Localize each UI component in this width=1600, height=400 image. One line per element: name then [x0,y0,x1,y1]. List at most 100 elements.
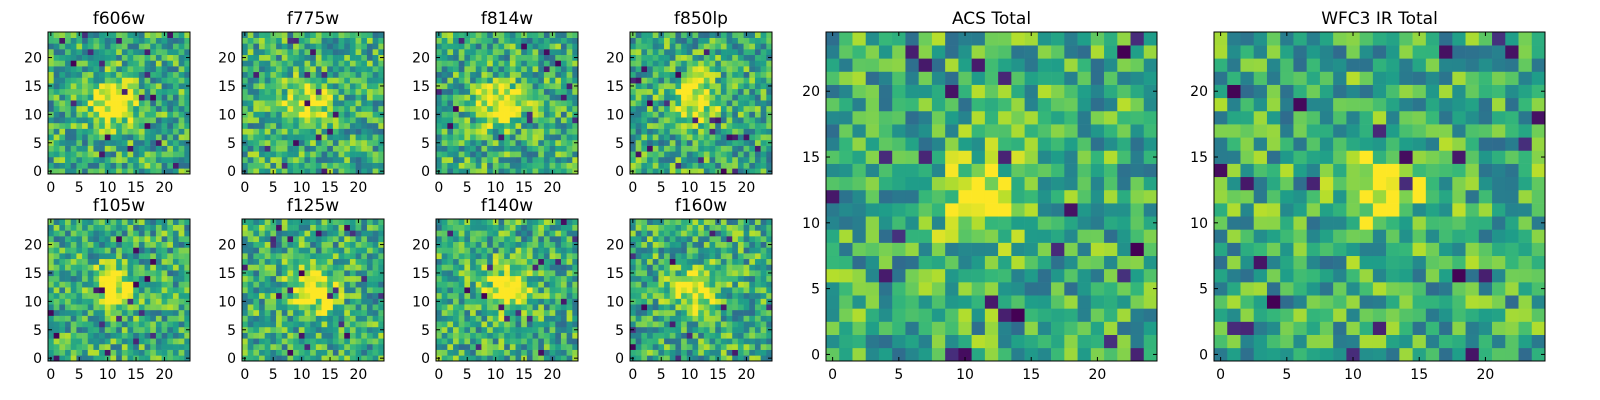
heatmap-cell [184,32,191,38]
heatmap-cell [504,94,511,101]
heatmap-cell [555,219,562,225]
heatmap-cell [686,77,693,84]
heatmap-cell [754,287,761,294]
heatmap-cell [453,128,460,135]
heatmap-cell [327,94,334,101]
heatmap-cell [138,287,145,294]
heatmap-cell [635,128,642,135]
heatmap-cell [287,315,294,322]
heatmap-cell [150,60,157,67]
heatmap-cell [641,139,648,146]
heatmap-cell [641,156,648,163]
heatmap-cell [470,77,477,84]
heatmap-cell [361,168,368,175]
heatmap-cell [93,145,100,152]
heatmap-cell [698,332,705,339]
heatmap-cell [93,100,100,107]
heatmap-cell [698,88,705,95]
heatmap-cell [720,338,727,345]
heatmap-cell [48,162,54,169]
heatmap-cell [321,88,328,95]
heatmap-cell [327,71,334,78]
heatmap-cell [172,54,179,61]
heatmap-cell [447,219,454,225]
x-tick-label: 15 [515,367,533,383]
heatmap-cell [726,343,733,350]
heatmap-cell [686,292,693,299]
heatmap-cell [104,60,111,67]
heatmap-cell [766,49,773,56]
heatmap-cell [253,134,260,141]
heatmap-cell [760,49,767,56]
heatmap-cell [555,94,562,101]
heatmap-cell [470,224,477,231]
heatmap-cell [737,66,744,73]
heatmap-cell [87,162,94,169]
heatmap-cell [349,270,356,277]
heatmap-cell [82,349,89,356]
heatmap-cell [76,275,83,282]
heatmap-cell [133,292,140,299]
heatmap-cell [287,281,294,288]
heatmap-cell [264,37,271,44]
heatmap-cell [641,117,648,124]
heatmap-cell [436,343,442,350]
heatmap-cell [361,332,368,339]
heatmap-cell [366,270,373,277]
heatmap-cell [121,49,128,56]
heatmap-cell [259,349,266,356]
heatmap-cell [53,71,60,78]
y-tick-label: 10 [606,107,624,123]
heatmap-cell [366,275,373,282]
heatmap-cell [560,60,567,67]
heatmap-cell [681,349,688,356]
heatmap-cell [709,32,716,38]
heatmap-cell [138,71,145,78]
heatmap-cell [538,117,545,124]
heatmap-cell [732,151,739,158]
heatmap-cell [338,253,345,260]
heatmap-cell [53,151,60,158]
heatmap-cell [270,332,277,339]
heatmap-cell [144,270,151,277]
heatmap-cell [287,151,294,158]
heatmap-cell [59,287,66,294]
heatmap-cell [732,105,739,112]
heatmap-cell [304,298,311,305]
heatmap-cell [698,32,705,38]
heatmap-cell [572,43,579,50]
heatmap-cell [760,100,767,107]
heatmap-cell [487,247,494,254]
heatmap-cell [464,117,471,124]
heatmap-cell [378,275,385,282]
heatmap-cell [293,219,300,225]
heatmap-cell [681,321,688,328]
heatmap-cell [133,122,140,129]
heatmap-cell [332,60,339,67]
heatmap-cell [441,270,448,277]
heatmap-cell [332,349,339,356]
heatmap-cell [355,83,362,90]
heatmap-cell [167,315,174,322]
heatmap-cell [652,32,659,38]
heatmap-cell [703,332,710,339]
heatmap-cell [549,292,556,299]
heatmap-cell [65,54,72,61]
heatmap-cell [538,43,545,50]
heatmap-cell [526,343,533,350]
heatmap-cell [709,43,716,50]
heatmap-cell [458,168,465,175]
heatmap-cell [242,309,248,316]
heatmap-cell [509,321,516,328]
heatmap-cell [87,275,94,282]
heatmap-cell [543,43,550,50]
heatmap-cell [458,309,465,316]
heatmap-cell [65,224,72,231]
heatmap-cell [281,292,288,299]
heatmap-cell [698,315,705,322]
heatmap-cell [293,258,300,265]
heatmap-cell [321,134,328,141]
heatmap-cell [127,253,134,260]
y-tick-label: 10 [24,107,42,123]
heatmap-cell [361,77,368,84]
